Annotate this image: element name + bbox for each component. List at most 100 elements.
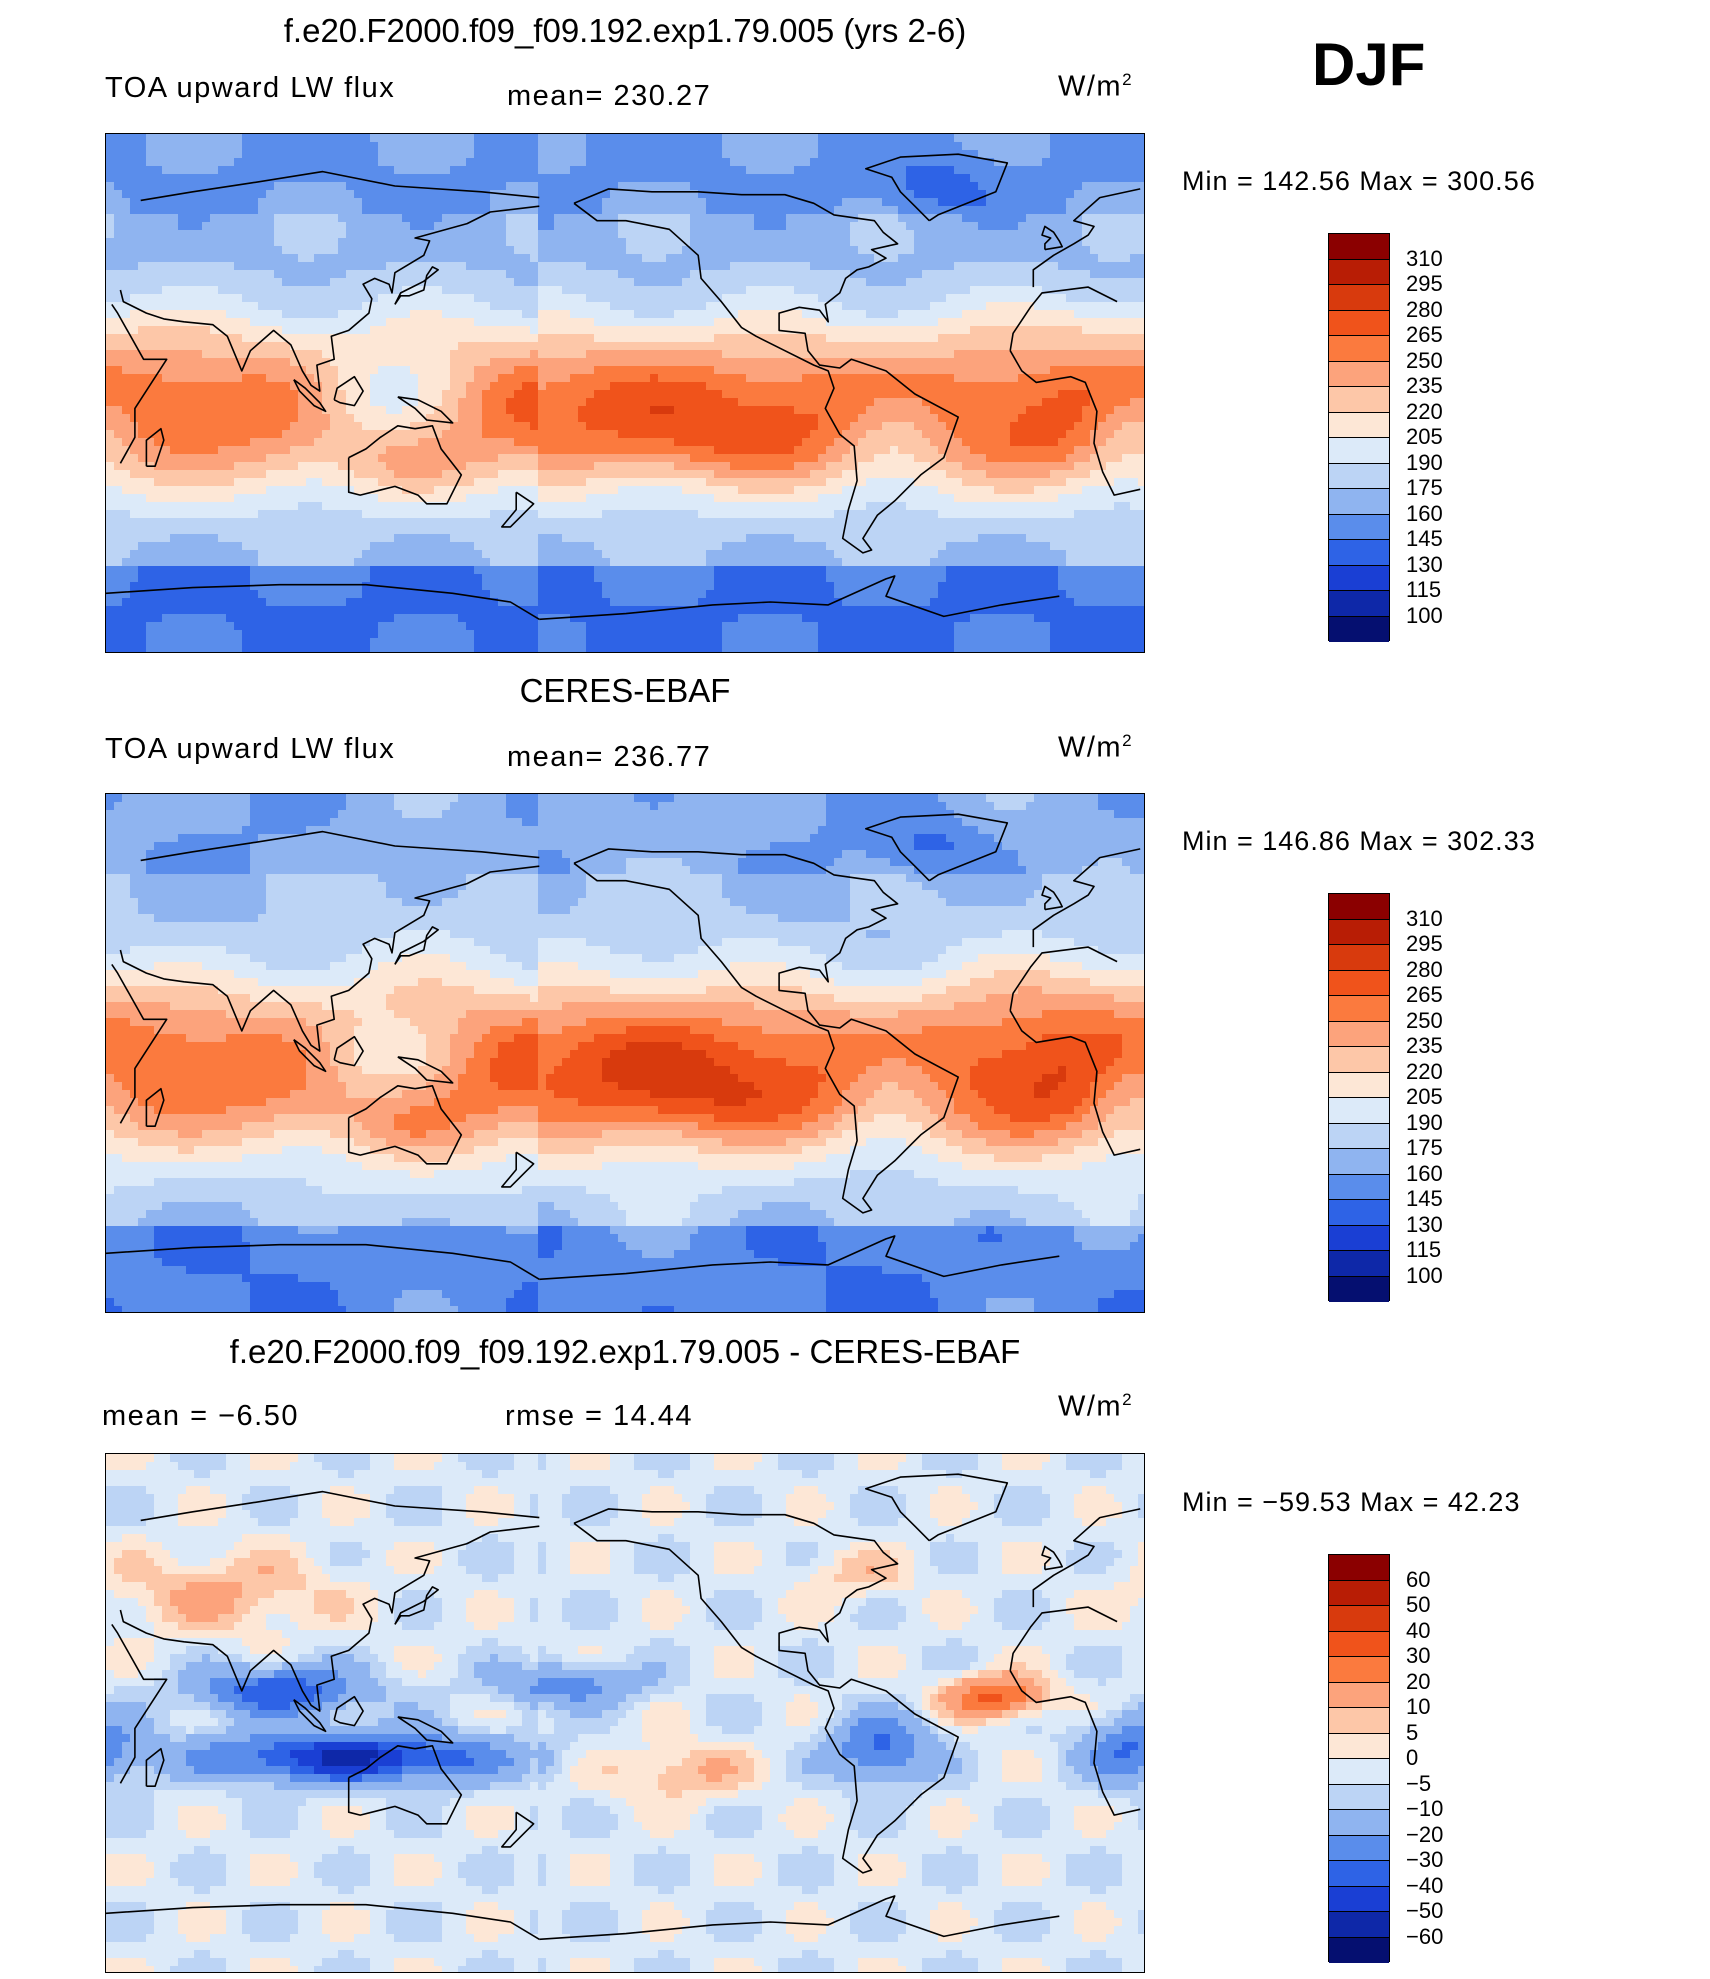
panel-3-rmse-label: rmse = 14.44	[505, 1400, 693, 1433]
panel-2-colorbar-swatch	[1329, 1174, 1389, 1200]
panel-2-colorbar-swatch	[1329, 1098, 1389, 1124]
panel-3-colorbar-tick-label: −5	[1406, 1772, 1431, 1795]
greenland-coastline	[864, 1473, 1009, 1542]
panel-1-map	[105, 133, 1145, 653]
new-guinea-coastline	[397, 1056, 454, 1084]
panel-2-colorbar-swatch	[1329, 894, 1389, 920]
new-zealand-coastline	[500, 491, 535, 528]
panel-1-colorbar-swatch	[1329, 514, 1389, 540]
panel-1-colorbar-tick-label: 235	[1406, 375, 1443, 397]
africa-coastline	[1009, 1010, 1141, 1156]
panel-1-colorbar-swatch	[1329, 438, 1389, 464]
panel-2-colorbar-tick-label: 280	[1406, 958, 1443, 981]
europe-asia-coastline	[140, 170, 540, 202]
panel-1-colorbar-swatch	[1329, 285, 1389, 311]
panel-1-title: f.e20.F2000.f09_f09.192.exp1.79.005 (yrs…	[105, 12, 1145, 50]
greenland-coastline	[864, 813, 1009, 882]
panel-2-colorbar-swatch	[1329, 1021, 1389, 1047]
new-zealand-coastline	[500, 1811, 535, 1848]
panel-3-colorbar-swatch	[1329, 1733, 1389, 1759]
panel-1-colorbar-swatch	[1329, 336, 1389, 362]
panel-3-colorbar-swatch	[1329, 1708, 1389, 1734]
antarctica-coastline	[106, 583, 540, 620]
panel-3-title: f.e20.F2000.f09_f09.192.exp1.79.005 - CE…	[105, 1333, 1145, 1371]
europe-asia-coastline	[1032, 848, 1141, 948]
japan-coastline	[394, 266, 440, 305]
panel-2-colorbar-tick-label: 145	[1406, 1188, 1443, 1210]
panel-3-colorbar-swatch	[1329, 1810, 1389, 1836]
panel-2-colorbar-tick-label: 295	[1406, 933, 1443, 955]
greenland-coastline	[864, 153, 1009, 222]
south-asia-coastline	[119, 205, 540, 392]
panel-1-colorbar-tick-label: 145	[1406, 528, 1443, 550]
britain-coastline	[1041, 225, 1064, 251]
south-asia-coastline	[119, 865, 540, 1052]
panel-2-field	[106, 794, 1144, 1312]
panel-2-colorbar-tick-label: 205	[1406, 1086, 1443, 1108]
panel-3-colorbar-tick-label: −10	[1406, 1798, 1443, 1820]
panel-3-colorbar-tick-label: −50	[1406, 1900, 1443, 1922]
panel-3-map	[105, 1453, 1145, 1973]
panel-1-colorbar-swatch	[1329, 489, 1389, 515]
panel-3-colorbar-tick-label: −40	[1406, 1874, 1443, 1897]
europe-asia-coastline	[140, 1490, 540, 1522]
japan-coastline	[394, 926, 440, 965]
antarctica-coastline	[539, 1895, 1060, 1941]
panel-1-colorbar-swatch	[1329, 361, 1389, 387]
panel-3-colorbar-swatch	[1329, 1555, 1389, 1581]
panel-3-colorbar-swatch	[1329, 1784, 1389, 1810]
panel-1-mean-label: mean= 230.27	[507, 80, 711, 113]
panel-1-variable-label: TOA upward LW flux	[105, 72, 395, 105]
panel-2-minmax: Min = 146.86 Max = 302.33	[1182, 826, 1536, 857]
antarctica-coastline	[106, 1243, 540, 1280]
panel-1-colorbar-swatch	[1329, 259, 1389, 285]
panel-2-colorbar-swatch	[1329, 1251, 1389, 1277]
panel-3-minmax: Min = −59.53 Max = 42.23	[1182, 1487, 1520, 1518]
panel-1-colorbar-tick-label: 265	[1406, 324, 1443, 346]
panel-3-colorbar-tick-label: 60	[1406, 1568, 1430, 1591]
panel-2-title: CERES-EBAF	[105, 672, 1145, 710]
panel-3-field	[106, 1454, 1144, 1972]
panel-1-colorbar-swatch	[1329, 540, 1389, 566]
panel-2-colorbar	[1328, 893, 1390, 1302]
panel-1-colorbar-tick-label: 160	[1406, 502, 1443, 525]
panel-2-colorbar-swatch	[1329, 1072, 1389, 1098]
panel-3-colorbar-tick-label: 5	[1406, 1721, 1418, 1744]
panel-2-colorbar-tick-label: 160	[1406, 1162, 1443, 1185]
panel-2-colorbar-tick-label: 190	[1406, 1111, 1443, 1134]
panel-1-colorbar-swatch	[1329, 616, 1389, 642]
panel-2-mean-label: mean= 236.77	[507, 741, 711, 774]
panel-3-colorbar-swatch	[1329, 1886, 1389, 1912]
australia-coastline	[347, 1084, 463, 1165]
madagascar-coastline	[145, 1087, 165, 1128]
panel-2-colorbar-swatch	[1329, 1225, 1389, 1251]
panel-3-colorbar-swatch	[1329, 1937, 1389, 1963]
panel-3-colorbar-swatch	[1329, 1657, 1389, 1683]
panel-1-colorbar-swatch	[1329, 463, 1389, 489]
panel-2-units: W/m2	[1058, 731, 1133, 765]
europe-asia-coastline	[1032, 1508, 1141, 1608]
antarctica-coastline	[106, 1903, 540, 1940]
panel-3-colorbar-swatch	[1329, 1835, 1389, 1861]
panel-2-colorbar-swatch	[1329, 970, 1389, 996]
panel-1-colorbar-swatch	[1329, 591, 1389, 617]
panel-1-colorbar-swatch	[1329, 234, 1389, 260]
panel-1-units: W/m2	[1058, 70, 1133, 104]
panel-1-colorbar-swatch	[1329, 412, 1389, 438]
panel-2-colorbar-tick-label: 220	[1406, 1060, 1443, 1083]
antarctica-coastline	[539, 575, 1060, 621]
panel-3-colorbar-tick-label: 20	[1406, 1670, 1430, 1693]
panel-3-colorbar-swatch	[1329, 1631, 1389, 1657]
panel-1-colorbar	[1328, 233, 1390, 642]
panel-3-mean-label: mean = −6.50	[102, 1400, 299, 1433]
panel-2-colorbar-swatch	[1329, 1149, 1389, 1175]
panel-2-colorbar-swatch	[1329, 945, 1389, 971]
panel-3-colorbar-tick-label: 10	[1406, 1696, 1430, 1718]
panel-3-colorbar-swatch	[1329, 1580, 1389, 1606]
new-guinea-coastline	[397, 1716, 454, 1744]
panel-3-colorbar-tick-label: 0	[1406, 1747, 1418, 1769]
europe-asia-coastline	[1032, 188, 1141, 288]
panel-1-colorbar-tick-label: 190	[1406, 451, 1443, 474]
panel-2-colorbar-tick-label: 175	[1406, 1137, 1443, 1159]
panel-3-units: W/m2	[1058, 1390, 1133, 1424]
